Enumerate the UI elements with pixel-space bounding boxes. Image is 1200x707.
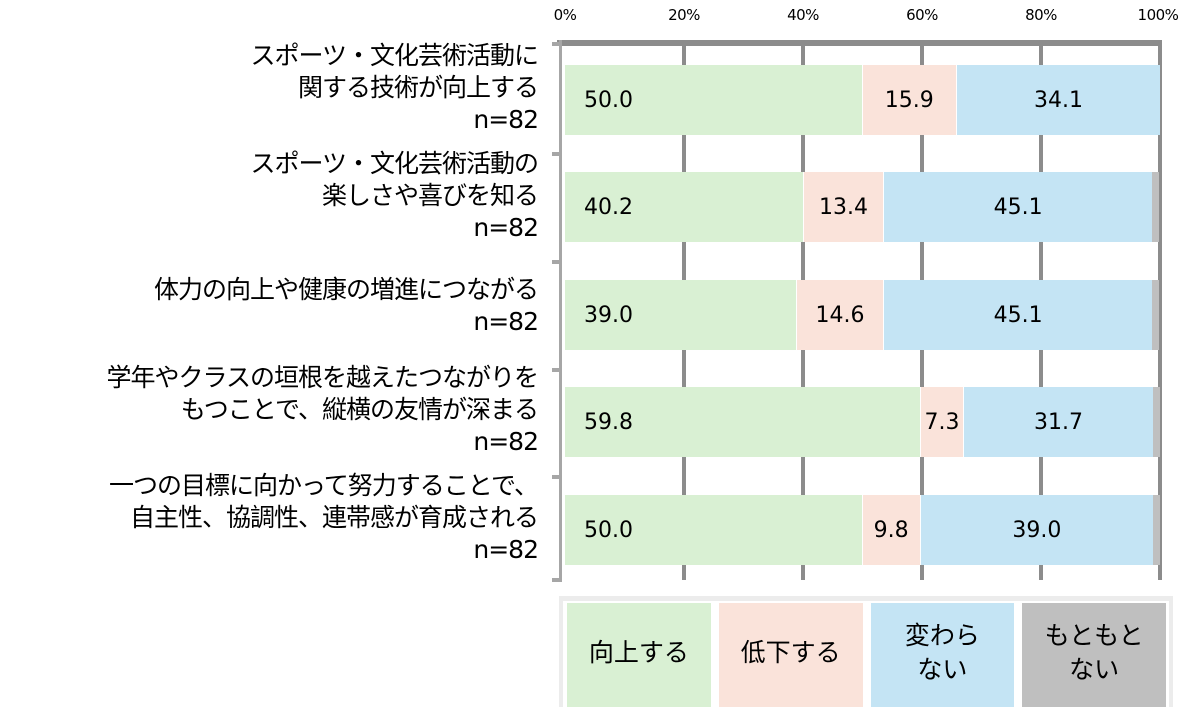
data-label: 14.6: [815, 302, 865, 328]
data-label: 40.2: [584, 194, 633, 220]
category-label-line: スポーツ・文化芸術活動の: [250, 149, 539, 178]
x-tick-label: 40%: [787, 6, 819, 24]
sample-size: n=82: [473, 535, 539, 564]
data-label: 34.1: [1034, 87, 1084, 113]
legend-item-none: もともと ない: [1022, 603, 1166, 707]
sample-size: n=82: [473, 307, 539, 336]
sample-size: n=82: [473, 105, 539, 134]
x-tick-label: 80%: [1025, 6, 1057, 24]
bar-segment-improve: 59.8: [565, 387, 921, 457]
data-label: 31.7: [1034, 409, 1084, 435]
legend-label: もともと ない: [1044, 621, 1144, 684]
category-tick: [552, 260, 562, 264]
legend-item-unchanged: 変わら ない: [870, 603, 1015, 707]
bar-segment-improve: 50.0: [565, 65, 863, 135]
bar-segment-improve: 40.2: [565, 172, 805, 242]
category-tick: [552, 578, 562, 582]
bar-row: 50.0 9.8 39.0: [565, 495, 1160, 565]
bar-segment-decline: 14.6: [797, 280, 884, 350]
x-tick-label: 20%: [668, 6, 700, 24]
bar-row: 39.0 14.6 45.1: [565, 280, 1160, 350]
category-label-line: 一つの目標に向かって努力することで、: [108, 471, 539, 500]
legend-item-decline: 低下する: [718, 603, 863, 707]
category-label-line: 体力の向上や健康の増進につながる: [153, 275, 539, 304]
bar-row: 59.8 7.3 31.7: [565, 387, 1160, 457]
bar-segment-unchanged: 39.0: [920, 495, 1153, 565]
legend-item-improve: 向上する: [567, 603, 711, 707]
data-label: 39.0: [1012, 517, 1062, 543]
category-tick: [552, 368, 562, 372]
category-tick: [552, 475, 562, 479]
category-label: スポーツ・文化芸術活動に 関する技術が向上する n=82: [250, 40, 539, 136]
bar-segment-unchanged: 45.1: [883, 172, 1153, 242]
bar-segment-unchanged: 34.1: [957, 65, 1160, 135]
category-tick: [552, 152, 562, 156]
data-label: 50.0: [584, 87, 633, 113]
legend-label: 向上する: [588, 638, 689, 667]
bar-segment-unchanged: 45.1: [883, 280, 1153, 350]
data-label: 7.3: [924, 409, 960, 435]
bar-segment-decline: 9.8: [862, 495, 921, 565]
bar-row: 50.0 15.9 34.1: [565, 65, 1160, 135]
category-label-line: 関する技術が向上する: [297, 73, 539, 102]
category-label: 一つの目標に向かって努力することで、 自主性、協調性、連帯感が育成される n=8…: [108, 470, 539, 566]
data-label: 9.8: [873, 517, 909, 543]
bar-segment-improve: 50.0: [565, 495, 863, 565]
category-label-line: 楽しさや喜びを知る: [321, 181, 539, 210]
data-label: 39.0: [584, 302, 633, 328]
category-tick: [552, 42, 562, 46]
y-axis-line: [559, 40, 562, 580]
bar-segment-none: [1152, 172, 1160, 242]
category-label-line: もつことで、縦横の友情が深まる: [180, 395, 539, 424]
bar-segment-none: [1152, 495, 1160, 565]
data-label: 13.4: [819, 194, 869, 220]
bar-segment-decline: 7.3: [920, 387, 965, 457]
x-axis-line: [557, 40, 1161, 46]
data-label: 59.8: [584, 409, 633, 435]
sample-size: n=82: [473, 427, 539, 456]
category-label-line: 学年やクラスの垣根を越えたつながりを: [106, 363, 539, 392]
bar-row: 40.2 13.4 45.1: [565, 172, 1160, 242]
legend: 向上する 低下する 変わら ない もともと ない: [559, 596, 1173, 707]
bar-segment-none: [1152, 387, 1160, 457]
data-label: 50.0: [584, 517, 633, 543]
bar-segment-improve: 39.0: [565, 280, 798, 350]
bar-segment-decline: 15.9: [862, 65, 958, 135]
data-label: 45.1: [993, 302, 1043, 328]
data-label: 15.9: [884, 87, 934, 113]
data-label: 45.1: [993, 194, 1043, 220]
bar-segment-decline: 13.4: [804, 172, 884, 242]
gridline-100: [1158, 40, 1162, 580]
category-label-line: 自主性、協調性、連帯感が育成される: [129, 503, 539, 532]
bar-segment-unchanged: 31.7: [964, 387, 1153, 457]
category-label: 体力の向上や健康の増進につながる n=82: [153, 274, 539, 338]
legend-label: 低下する: [740, 638, 841, 667]
legend-label: 変わら ない: [904, 621, 980, 684]
category-label: 学年やクラスの垣根を越えたつながりを もつことで、縦横の友情が深まる n=82: [106, 362, 539, 458]
category-label: スポーツ・文化芸術活動の 楽しさや喜びを知る n=82: [250, 148, 539, 244]
sample-size: n=82: [473, 213, 539, 242]
x-tick-label: 0%: [553, 6, 577, 24]
x-tick-label: 100%: [1137, 6, 1179, 24]
x-tick-label: 60%: [906, 6, 938, 24]
bar-segment-none: [1152, 280, 1160, 350]
category-label-line: スポーツ・文化芸術活動に: [250, 41, 539, 70]
